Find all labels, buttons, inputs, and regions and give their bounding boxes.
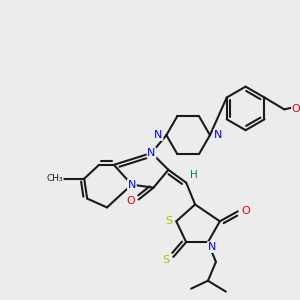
Text: N: N bbox=[128, 180, 136, 190]
Text: N: N bbox=[208, 242, 216, 252]
Text: S: S bbox=[165, 216, 172, 226]
Text: N: N bbox=[128, 180, 136, 190]
Text: O: O bbox=[241, 206, 250, 216]
Text: N: N bbox=[147, 148, 156, 158]
Text: H: H bbox=[190, 170, 198, 180]
Text: CH₃: CH₃ bbox=[46, 174, 63, 183]
Text: O: O bbox=[126, 196, 135, 206]
Text: O: O bbox=[292, 104, 300, 114]
Text: O: O bbox=[241, 206, 250, 216]
Text: N: N bbox=[214, 130, 222, 140]
Text: H: H bbox=[190, 170, 198, 180]
Text: S: S bbox=[162, 255, 169, 265]
Text: O: O bbox=[126, 196, 135, 206]
Text: N: N bbox=[208, 242, 216, 252]
Text: O: O bbox=[292, 104, 300, 114]
Text: N: N bbox=[214, 130, 222, 140]
Text: N: N bbox=[147, 148, 156, 158]
Text: N: N bbox=[154, 130, 163, 140]
Text: S: S bbox=[162, 255, 169, 265]
Text: N: N bbox=[154, 130, 163, 140]
Text: S: S bbox=[165, 216, 172, 226]
Text: CH₃: CH₃ bbox=[46, 174, 63, 183]
